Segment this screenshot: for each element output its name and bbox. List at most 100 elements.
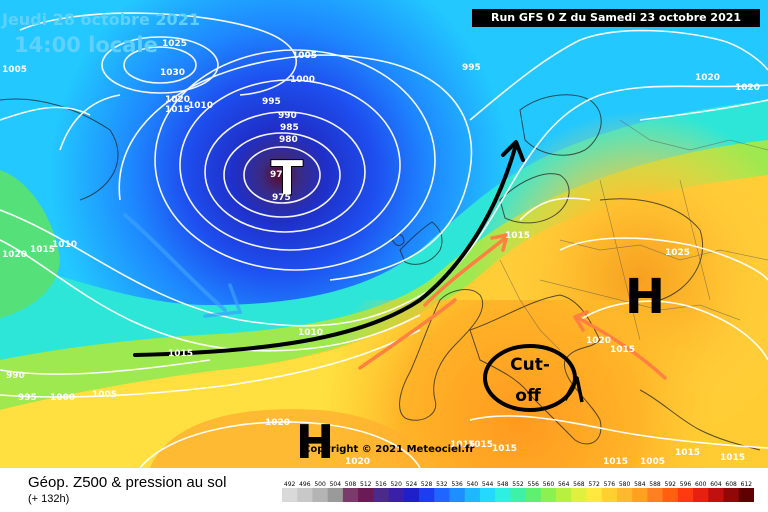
isobar-label: 1000 — [50, 393, 75, 403]
isobar-labels: 1005 1025 1030 1005 1000 995 990 985 980 970 975 10… — [2, 39, 760, 467]
legend-swatch — [723, 488, 740, 502]
legend-tick-label: 512 — [360, 481, 372, 488]
color-scale-legend: 492 496 500 504 508 512 516 520 524 528 532 536 540 5… — [282, 481, 754, 502]
coastlines — [0, 94, 761, 451]
warm-advection-arrowhead-east — [573, 310, 589, 332]
legend-tick-label: 588 — [649, 481, 661, 488]
cold-air-arrow-2 — [203, 283, 243, 318]
isobar-label: 1000 — [290, 75, 315, 85]
isobar-label: 980 — [279, 135, 298, 145]
isobar-label: 990 — [6, 371, 25, 381]
legend-tick-label: 520 — [390, 481, 402, 488]
legend-tick-label: 516 — [375, 481, 387, 488]
isobar-label: 1015 — [165, 105, 190, 115]
high-pressure-marker-west: H — [296, 415, 335, 468]
legend-tick-label: 508 — [345, 481, 357, 488]
geopotential-map: Cut- off T H H 1005 1025 1030 1005 1000 995 99… — [0, 0, 768, 468]
isobar-label: 1025 — [162, 39, 187, 49]
legend-swatch — [403, 488, 420, 502]
legend-swatch — [632, 488, 648, 502]
country-borders — [499, 119, 768, 351]
isobar-label: 1015 — [610, 345, 635, 355]
forecast-time: 14:00 locale — [14, 33, 158, 57]
legend-tick-label: 540 — [467, 481, 479, 488]
legend-swatch — [556, 488, 572, 502]
isobar-label: 1025 — [665, 248, 690, 258]
legend-tick-label: 608 — [725, 481, 737, 488]
isobar-label: 1005 — [640, 457, 665, 467]
legend-swatch — [708, 488, 725, 502]
legend-tick-label: 556 — [528, 481, 540, 488]
warm-advection-arrowhead — [490, 233, 509, 252]
jet-stream-arrowhead — [501, 140, 525, 162]
legend-tick-label: 504 — [330, 481, 342, 488]
isobar-label: 1020 — [345, 457, 370, 467]
legend-swatch — [540, 488, 557, 502]
isobar-label: 1020 — [586, 336, 611, 346]
legend-swatch — [419, 488, 435, 502]
isobar-label: 1005 — [92, 390, 117, 400]
legend-swatch — [434, 488, 450, 502]
isobar-label: 985 — [280, 123, 299, 133]
isobar-label: 1005 — [292, 51, 317, 61]
zone-blue — [0, 0, 768, 305]
legend-tick-label: 548 — [497, 481, 509, 488]
legend-swatch — [388, 488, 405, 502]
high-pressure-marker-east: H — [625, 269, 665, 325]
legend-swatch — [282, 488, 298, 502]
legend-tick-label: 572 — [588, 481, 600, 488]
legend-tick-label: 544 — [482, 481, 494, 488]
legend-tick-label: 600 — [695, 481, 707, 488]
legend-tick-label: 564 — [558, 481, 570, 488]
isobar-label: 1005 — [292, 51, 317, 61]
legend-tick-label: 500 — [314, 481, 326, 488]
legend-swatch — [373, 488, 390, 502]
isobar-label: 1020 — [265, 418, 290, 428]
isobar-label: 1020 — [735, 83, 760, 93]
isobar-label: 990 — [278, 111, 297, 121]
legend-tick-label: 552 — [512, 481, 524, 488]
isobar-label: 1020 — [165, 95, 190, 105]
legend-swatch — [297, 488, 313, 502]
isobar-label: 1020 — [2, 250, 27, 260]
low-pressure-marker: T — [271, 151, 304, 207]
legend-swatch — [327, 488, 344, 502]
warm-advection-arrow-north — [423, 236, 507, 307]
legend-tick-label: 532 — [436, 481, 448, 488]
legend-tick-label: 580 — [619, 481, 631, 488]
map-footer: Géop. Z500 & pression au sol (+ 132h) 49… — [0, 468, 768, 512]
cutoff-label-line1: Cut- — [510, 355, 550, 375]
isobar-label: 1015 — [468, 440, 493, 450]
legend-tick-label: 492 — [284, 481, 296, 488]
isobar-label: 1015 — [168, 349, 193, 359]
legend-tick-label: 584 — [634, 481, 646, 488]
forecast-date: Jeudi 28 octobre 2021 — [2, 10, 200, 29]
cold-air-arrow — [123, 213, 227, 312]
chart-title: Géop. Z500 & pression au sol — [28, 474, 227, 491]
legend-swatch — [449, 488, 466, 502]
legend-tick-label: 560 — [543, 481, 555, 488]
isobar-label: 1010 — [298, 328, 323, 338]
legend-tick-label: 528 — [421, 481, 433, 488]
legend-swatch — [479, 488, 496, 502]
isobar-label: 1030 — [160, 68, 185, 78]
isobar-label: 975 — [272, 193, 291, 203]
legend-swatch — [342, 488, 359, 502]
flow-arrows — [123, 140, 667, 380]
isobar-label: 1015 — [30, 245, 55, 255]
legend-swatch — [464, 488, 481, 502]
forecast-offset: (+ 132h) — [28, 493, 70, 505]
model-run-banner: Run GFS 0 Z du Samedi 23 octobre 2021 — [472, 9, 760, 27]
legend-tick-label: 592 — [665, 481, 677, 488]
legend-swatch — [662, 488, 679, 502]
legend-swatch — [312, 488, 329, 502]
isobar-label: 1015 — [675, 448, 700, 458]
legend-swatch — [571, 488, 588, 502]
legend-swatch — [647, 488, 664, 502]
legend-tick-label: 576 — [604, 481, 616, 488]
cutoff-label-line2: off — [515, 386, 541, 406]
isobar-label: 995 — [262, 97, 281, 107]
zone-sw-orange — [150, 409, 440, 468]
warm-advection-arrow-west — [358, 298, 457, 370]
